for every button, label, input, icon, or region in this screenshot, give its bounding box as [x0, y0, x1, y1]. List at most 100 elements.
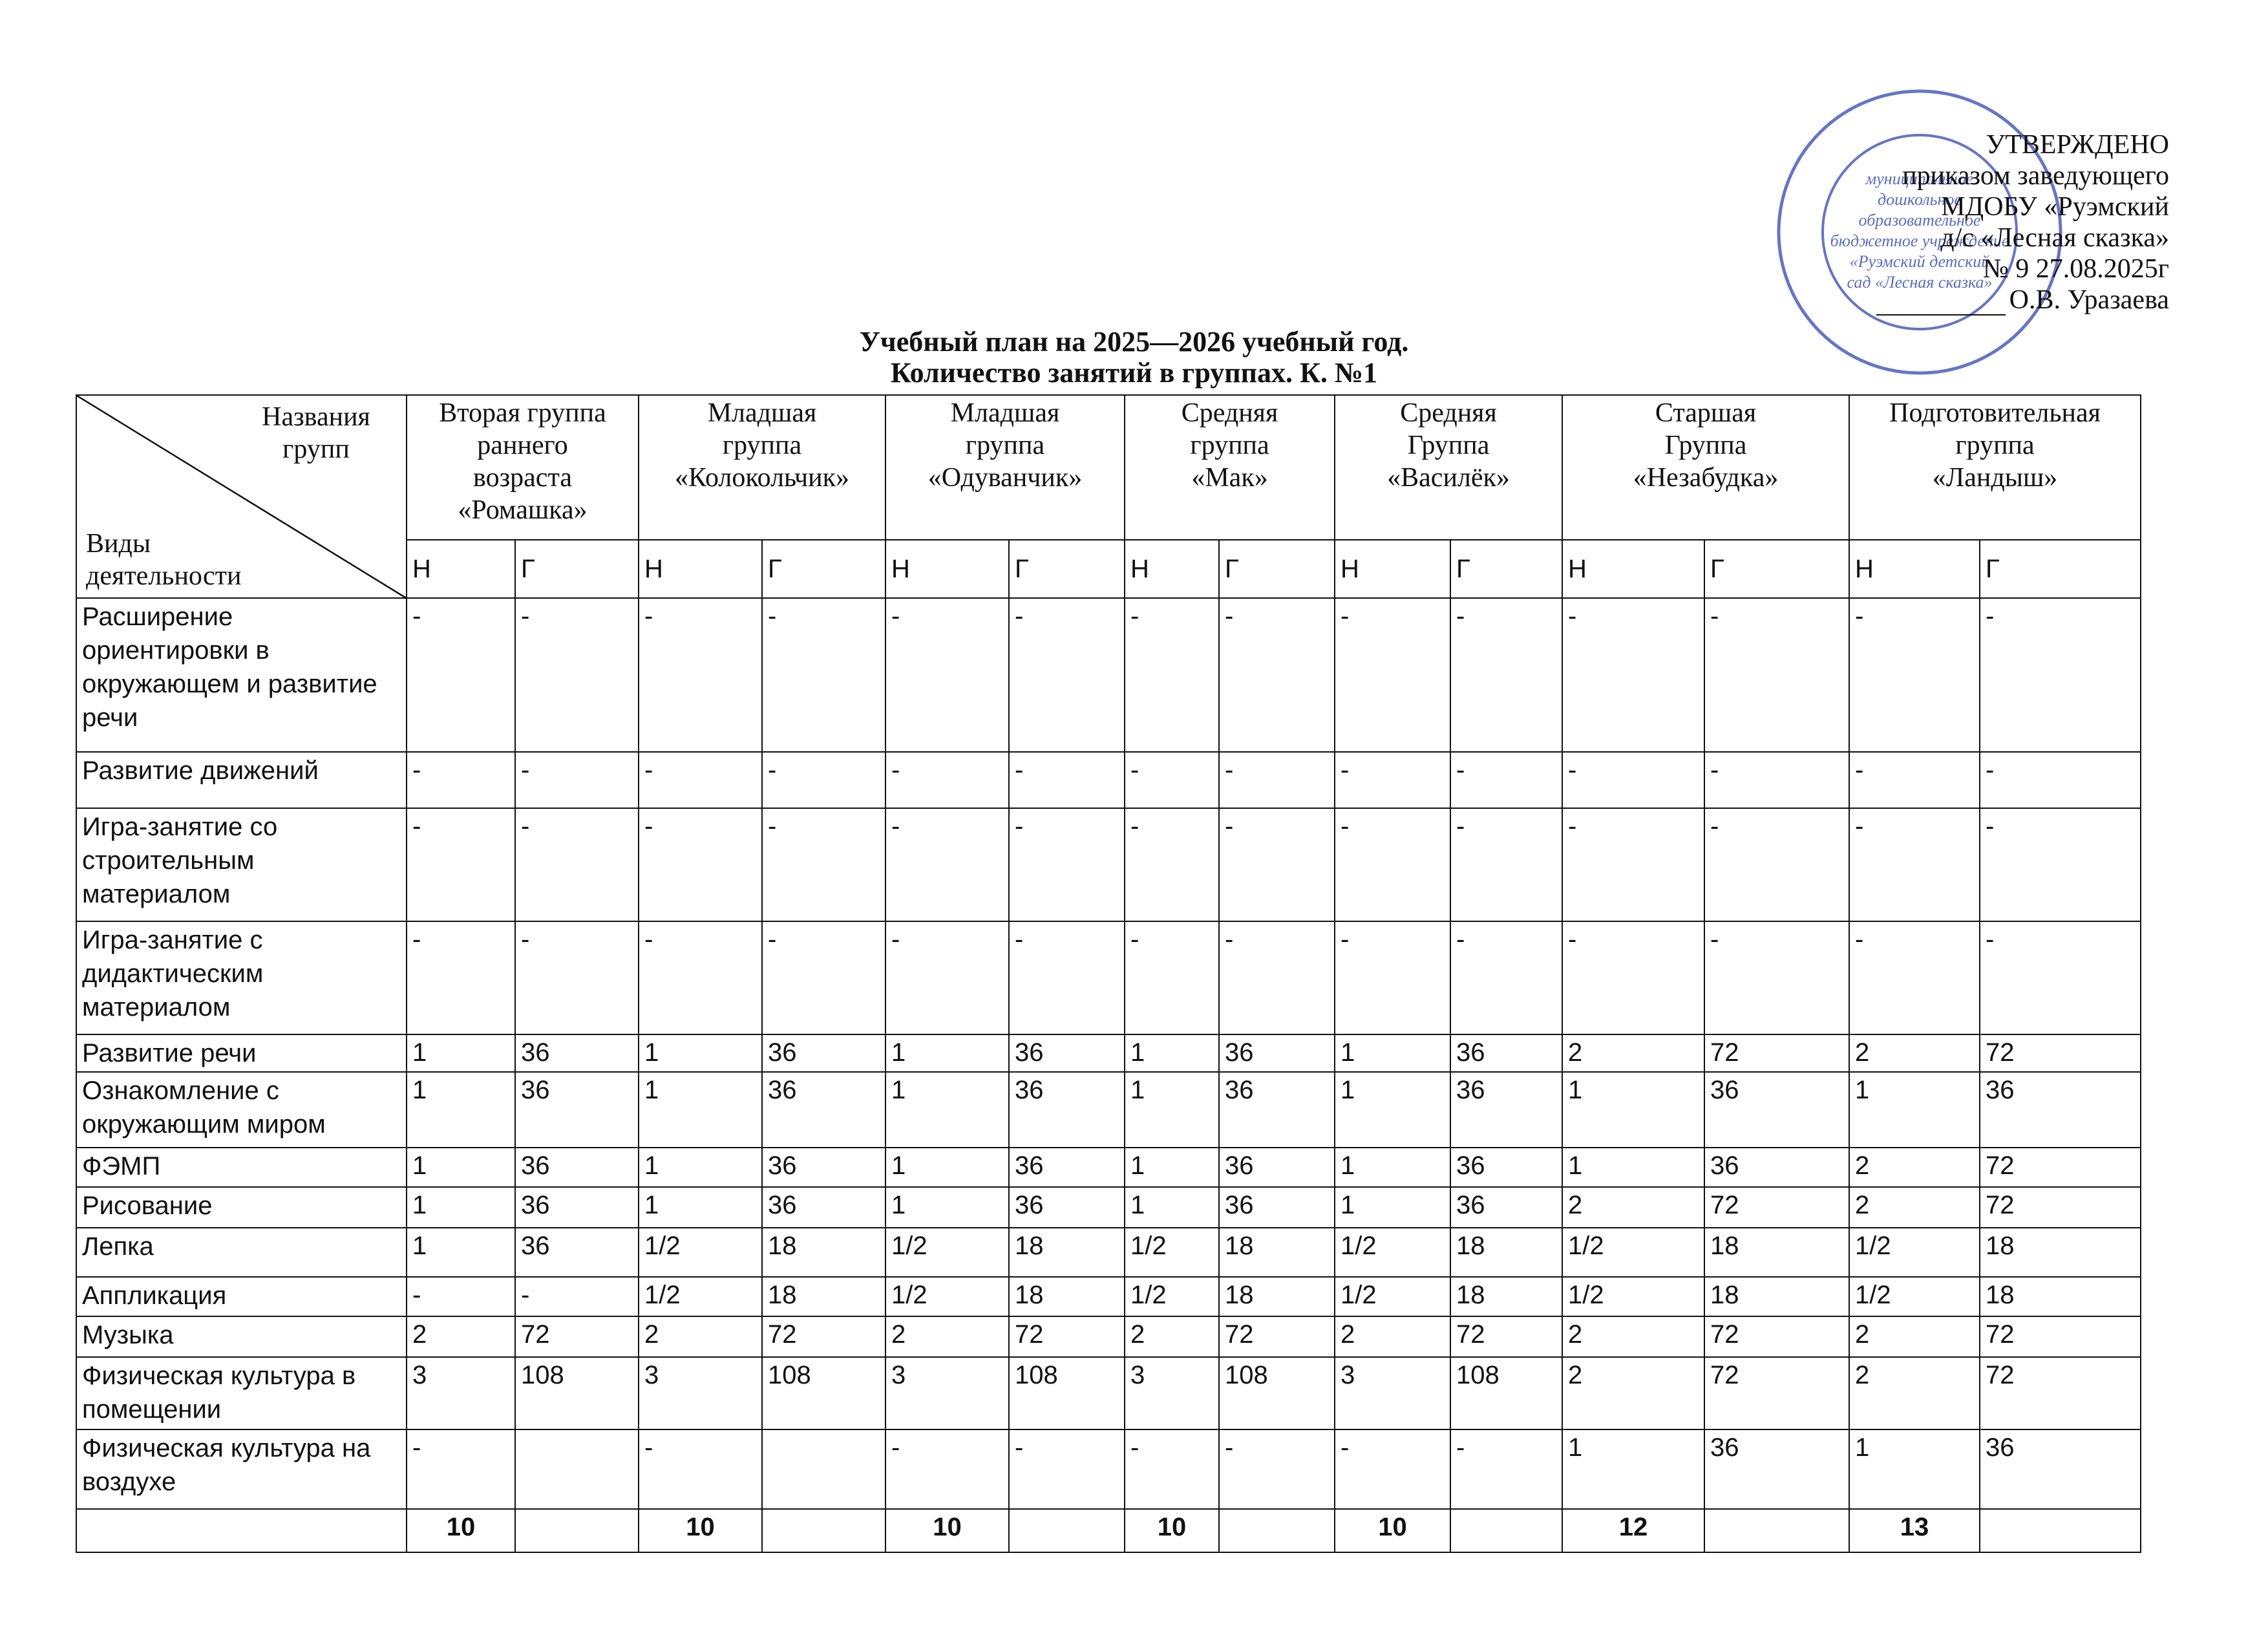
count-cell: 1: [1124, 1147, 1220, 1188]
count-cell: 1: [406, 1034, 516, 1073]
count-cell: 1: [1334, 1034, 1452, 1073]
group-name-line: группа: [722, 431, 802, 460]
count-cell: -: [1008, 808, 1126, 922]
count-cell: 1: [1124, 1034, 1220, 1073]
count-cell: 18: [761, 1276, 887, 1317]
count-cell: 2: [1562, 1034, 1706, 1073]
total-cell: 12: [1562, 1508, 1706, 1553]
count-cell: 36: [1704, 1147, 1850, 1188]
count-cell: 2: [885, 1316, 1010, 1358]
count-cell: 1: [1849, 1429, 1981, 1510]
group-name-line: «Василёк»: [1387, 463, 1510, 493]
activity-row: Игра-занятие со строительным материалом -…: [76, 808, 2142, 922]
group-name-line: группа: [965, 431, 1045, 460]
activity-name: Расширение ориентировки в окружающем и р…: [76, 597, 407, 753]
count-cell: -: [1124, 597, 1220, 753]
activity-name: Игра-занятие со строительным материалом: [76, 808, 407, 922]
count-cell: -: [1704, 597, 1850, 753]
signature-rule: [1876, 288, 2006, 316]
stamp: муниципальное дошкольное образовательноебю…: [1777, 89, 2062, 375]
count-cell: 36: [1218, 1186, 1336, 1228]
count-cell: 36: [1979, 1429, 2142, 1510]
activity-row: Физическая культура в помещении 3 108 3 108 3…: [76, 1356, 2142, 1430]
count-cell: 36: [1450, 1034, 1563, 1073]
activity-row: Расширение ориентировки в окружающем и р…: [76, 597, 2142, 753]
count-cell: -: [514, 751, 640, 809]
approval-line: д/с «Лесная сказка»: [1940, 223, 2169, 253]
count-cell: -: [885, 1429, 1010, 1510]
total-cell: 10: [406, 1508, 516, 1553]
group-name-line: Средняя: [1400, 398, 1497, 428]
group-header: Средняя группа «Мак»: [1124, 394, 1336, 540]
title: Учебный план на 2025—2026 учебный год.: [859, 326, 1409, 358]
count-cell: 1: [885, 1071, 1010, 1148]
count-cell: 36: [1008, 1034, 1126, 1073]
count-cell: 72: [761, 1316, 887, 1358]
count-cell: -: [1849, 921, 1981, 1035]
count-cell: -: [1704, 921, 1850, 1035]
count-cell: -: [885, 597, 1010, 753]
group-name-line: «Ромашка»: [458, 495, 588, 525]
count-cell: -: [406, 751, 516, 809]
activity-name: Рисование: [76, 1186, 407, 1228]
count-cell: 1: [1124, 1071, 1220, 1148]
count-cell: 108: [1008, 1356, 1126, 1430]
count-cell: 36: [1450, 1186, 1563, 1228]
total-cell: [761, 1508, 887, 1553]
count-cell: -: [406, 921, 516, 1035]
count-cell: 36: [761, 1147, 887, 1188]
activity-name: Игра-занятие с дидактическим материалом: [76, 921, 407, 1035]
group-name-line: Группа: [1407, 431, 1490, 460]
count-cell: -: [1334, 808, 1452, 922]
count-cell: 72: [1704, 1316, 1850, 1358]
header-row: Названия групп Виды деятельности Вторая гр…: [76, 394, 2142, 599]
count-cell: 1: [1334, 1071, 1452, 1148]
count-cell: 36: [761, 1186, 887, 1228]
count-cell: 2: [1849, 1186, 1981, 1228]
activity-row: Ознакомление с окружающим миром 1 36 1 36 1 36…: [76, 1071, 2142, 1148]
count-cell: 18: [1704, 1227, 1850, 1278]
count-cell: -: [514, 808, 640, 922]
count-cell: 2: [1849, 1316, 1981, 1358]
count-cell: 108: [761, 1356, 887, 1430]
count-cell: -: [1562, 808, 1706, 922]
count-cell: 18: [1450, 1227, 1563, 1278]
count-cell: 1/2: [1334, 1276, 1452, 1317]
total-cell: 10: [638, 1508, 763, 1553]
count-cell: 1: [638, 1071, 763, 1148]
count-cell: 36: [514, 1034, 640, 1073]
subheader: Н: [1849, 539, 1981, 599]
stamp-text: бюджетное учреждение: [1830, 231, 2009, 250]
count-cell: 36: [1008, 1147, 1126, 1188]
count-cell: -: [638, 1429, 763, 1510]
count-cell: 72: [1979, 1147, 2142, 1188]
count-cell: 36: [1450, 1147, 1563, 1188]
count-cell: 3: [638, 1356, 763, 1430]
count-cell: 2: [1562, 1316, 1706, 1358]
count-cell: 108: [1218, 1356, 1336, 1430]
count-cell: -: [1979, 597, 2142, 753]
count-cell: -: [1124, 1429, 1220, 1510]
corner-top: Названия групп: [262, 402, 370, 464]
count-cell: 1/2: [1849, 1227, 1981, 1278]
count-cell: 36: [514, 1227, 640, 1278]
corner-diagonal: [78, 396, 405, 597]
count-cell: -: [885, 751, 1010, 809]
count-cell: 36: [1008, 1071, 1126, 1148]
count-cell: -: [514, 597, 640, 753]
count-cell: [514, 1429, 640, 1510]
count-cell: 1: [1849, 1071, 1981, 1148]
stamp-text: «Руэмский детский: [1850, 252, 1990, 271]
count-cell: 72: [1979, 1316, 2142, 1358]
group-name-line: «Мак»: [1191, 463, 1268, 493]
count-cell: 36: [1450, 1071, 1563, 1148]
count-cell: -: [406, 597, 516, 753]
count-cell: -: [406, 1429, 516, 1510]
plan-table: Названия групп Виды деятельности Вторая гр…: [76, 394, 2142, 1553]
subheader: Н: [885, 539, 1010, 599]
activity-name: Музыка: [76, 1316, 407, 1358]
subheader: Н: [1124, 539, 1220, 599]
subheader: Г: [1218, 539, 1336, 599]
